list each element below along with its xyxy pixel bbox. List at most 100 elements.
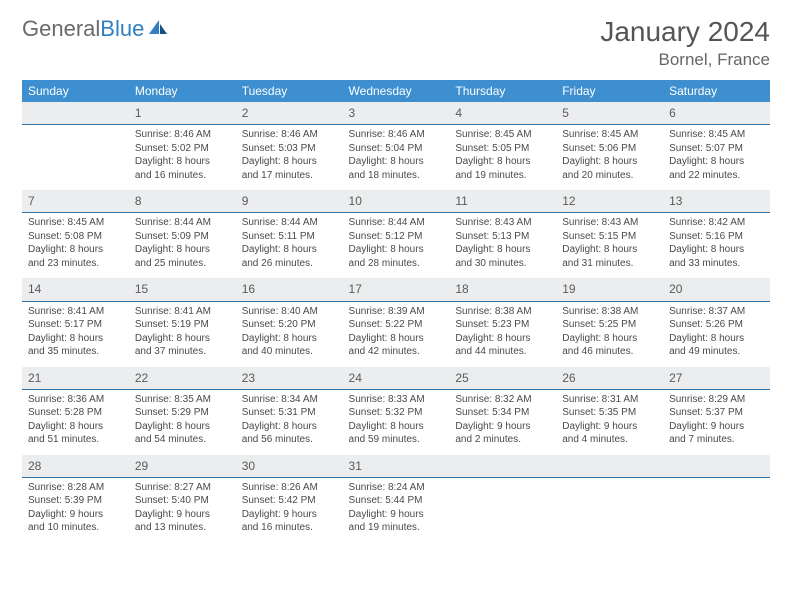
day-number: 23	[236, 367, 343, 390]
day-info-line: Sunrise: 8:29 AM	[669, 393, 764, 407]
day-info-line: Daylight: 8 hours	[455, 243, 550, 257]
day-info-line: Sunset: 5:04 PM	[349, 142, 444, 156]
day-body: Sunrise: 8:42 AMSunset: 5:16 PMDaylight:…	[663, 213, 770, 278]
day-info-line: and 28 minutes.	[349, 257, 444, 271]
day-info-line: Daylight: 9 hours	[242, 508, 337, 522]
title-block: January 2024 Bornel, France	[600, 16, 770, 70]
calendar-cell	[22, 102, 129, 190]
calendar-head: SundayMondayTuesdayWednesdayThursdayFrid…	[22, 80, 770, 102]
day-info-line: and 42 minutes.	[349, 345, 444, 359]
day-body: Sunrise: 8:41 AMSunset: 5:17 PMDaylight:…	[22, 302, 129, 367]
day-info-line: Sunrise: 8:44 AM	[135, 216, 230, 230]
calendar-cell: 14Sunrise: 8:41 AMSunset: 5:17 PMDayligh…	[22, 278, 129, 366]
day-number	[22, 102, 129, 125]
calendar-cell: 15Sunrise: 8:41 AMSunset: 5:19 PMDayligh…	[129, 278, 236, 366]
month-title: January 2024	[600, 16, 770, 48]
day-number: 11	[449, 190, 556, 213]
calendar-cell: 6Sunrise: 8:45 AMSunset: 5:07 PMDaylight…	[663, 102, 770, 190]
day-info-line: and 26 minutes.	[242, 257, 337, 271]
day-info-line: Sunset: 5:39 PM	[28, 494, 123, 508]
day-number: 28	[22, 455, 129, 478]
day-number: 2	[236, 102, 343, 125]
day-body: Sunrise: 8:45 AMSunset: 5:08 PMDaylight:…	[22, 213, 129, 278]
day-info-line: Daylight: 8 hours	[135, 243, 230, 257]
day-info-line: Daylight: 8 hours	[242, 155, 337, 169]
day-info-line: Sunrise: 8:39 AM	[349, 305, 444, 319]
day-number: 8	[129, 190, 236, 213]
day-info-line: and 40 minutes.	[242, 345, 337, 359]
day-body: Sunrise: 8:46 AMSunset: 5:04 PMDaylight:…	[343, 125, 450, 190]
day-header: Wednesday	[343, 80, 450, 102]
day-info-line: Sunset: 5:07 PM	[669, 142, 764, 156]
day-info-line: Sunset: 5:44 PM	[349, 494, 444, 508]
day-info-line: Daylight: 9 hours	[455, 420, 550, 434]
day-info-line: Daylight: 8 hours	[669, 155, 764, 169]
logo: GeneralBlue	[22, 16, 169, 42]
day-info-line: Daylight: 8 hours	[669, 243, 764, 257]
day-info-line: and 54 minutes.	[135, 433, 230, 447]
day-info-line: Sunset: 5:05 PM	[455, 142, 550, 156]
day-number: 5	[556, 102, 663, 125]
calendar-week: 14Sunrise: 8:41 AMSunset: 5:17 PMDayligh…	[22, 278, 770, 366]
day-number: 30	[236, 455, 343, 478]
calendar-cell: 31Sunrise: 8:24 AMSunset: 5:44 PMDayligh…	[343, 455, 450, 543]
day-info-line: and 59 minutes.	[349, 433, 444, 447]
day-info-line: Sunrise: 8:35 AM	[135, 393, 230, 407]
day-info-line: Sunset: 5:25 PM	[562, 318, 657, 332]
day-info-line: and 20 minutes.	[562, 169, 657, 183]
day-number: 6	[663, 102, 770, 125]
day-body: Sunrise: 8:44 AMSunset: 5:11 PMDaylight:…	[236, 213, 343, 278]
day-info-line: Sunrise: 8:41 AM	[28, 305, 123, 319]
calendar-table: SundayMondayTuesdayWednesdayThursdayFrid…	[22, 80, 770, 543]
day-info-line: Sunrise: 8:41 AM	[135, 305, 230, 319]
day-body: Sunrise: 8:45 AMSunset: 5:05 PMDaylight:…	[449, 125, 556, 190]
day-info-line: and 23 minutes.	[28, 257, 123, 271]
day-body: Sunrise: 8:29 AMSunset: 5:37 PMDaylight:…	[663, 390, 770, 455]
calendar-week: 28Sunrise: 8:28 AMSunset: 5:39 PMDayligh…	[22, 455, 770, 543]
day-number: 16	[236, 278, 343, 301]
day-info-line: Sunset: 5:17 PM	[28, 318, 123, 332]
calendar-cell: 5Sunrise: 8:45 AMSunset: 5:06 PMDaylight…	[556, 102, 663, 190]
calendar-week: 1Sunrise: 8:46 AMSunset: 5:02 PMDaylight…	[22, 102, 770, 190]
calendar-cell: 27Sunrise: 8:29 AMSunset: 5:37 PMDayligh…	[663, 367, 770, 455]
day-body: Sunrise: 8:45 AMSunset: 5:07 PMDaylight:…	[663, 125, 770, 190]
day-info-line: Daylight: 8 hours	[135, 420, 230, 434]
calendar-cell: 3Sunrise: 8:46 AMSunset: 5:04 PMDaylight…	[343, 102, 450, 190]
day-info-line: Sunrise: 8:45 AM	[455, 128, 550, 142]
day-info-line: Sunset: 5:20 PM	[242, 318, 337, 332]
day-number: 25	[449, 367, 556, 390]
day-info-line: Sunrise: 8:40 AM	[242, 305, 337, 319]
day-body: Sunrise: 8:44 AMSunset: 5:09 PMDaylight:…	[129, 213, 236, 278]
calendar-cell: 29Sunrise: 8:27 AMSunset: 5:40 PMDayligh…	[129, 455, 236, 543]
day-info-line: Sunset: 5:35 PM	[562, 406, 657, 420]
day-info-line: and 44 minutes.	[455, 345, 550, 359]
calendar-cell: 16Sunrise: 8:40 AMSunset: 5:20 PMDayligh…	[236, 278, 343, 366]
day-info-line: Daylight: 8 hours	[28, 243, 123, 257]
day-info-line: and 4 minutes.	[562, 433, 657, 447]
day-info-line: and 56 minutes.	[242, 433, 337, 447]
day-info-line: Sunset: 5:12 PM	[349, 230, 444, 244]
day-info-line: Daylight: 8 hours	[242, 420, 337, 434]
day-body: Sunrise: 8:39 AMSunset: 5:22 PMDaylight:…	[343, 302, 450, 367]
sail-icon	[147, 18, 169, 41]
day-info-line: Sunset: 5:15 PM	[562, 230, 657, 244]
day-body: Sunrise: 8:35 AMSunset: 5:29 PMDaylight:…	[129, 390, 236, 455]
day-number: 19	[556, 278, 663, 301]
day-info-line: Sunset: 5:13 PM	[455, 230, 550, 244]
calendar-cell: 24Sunrise: 8:33 AMSunset: 5:32 PMDayligh…	[343, 367, 450, 455]
day-info-line: and 17 minutes.	[242, 169, 337, 183]
calendar-cell: 25Sunrise: 8:32 AMSunset: 5:34 PMDayligh…	[449, 367, 556, 455]
day-number: 24	[343, 367, 450, 390]
day-info-line: and 10 minutes.	[28, 521, 123, 535]
calendar-cell: 8Sunrise: 8:44 AMSunset: 5:09 PMDaylight…	[129, 190, 236, 278]
day-number: 18	[449, 278, 556, 301]
day-body: Sunrise: 8:43 AMSunset: 5:13 PMDaylight:…	[449, 213, 556, 278]
day-body: Sunrise: 8:38 AMSunset: 5:25 PMDaylight:…	[556, 302, 663, 367]
calendar-cell: 12Sunrise: 8:43 AMSunset: 5:15 PMDayligh…	[556, 190, 663, 278]
day-body: Sunrise: 8:40 AMSunset: 5:20 PMDaylight:…	[236, 302, 343, 367]
day-info-line: and 22 minutes.	[669, 169, 764, 183]
day-info-line: Sunset: 5:31 PM	[242, 406, 337, 420]
day-info-line: and 19 minutes.	[349, 521, 444, 535]
day-info-line: and 2 minutes.	[455, 433, 550, 447]
calendar-week: 7Sunrise: 8:45 AMSunset: 5:08 PMDaylight…	[22, 190, 770, 278]
